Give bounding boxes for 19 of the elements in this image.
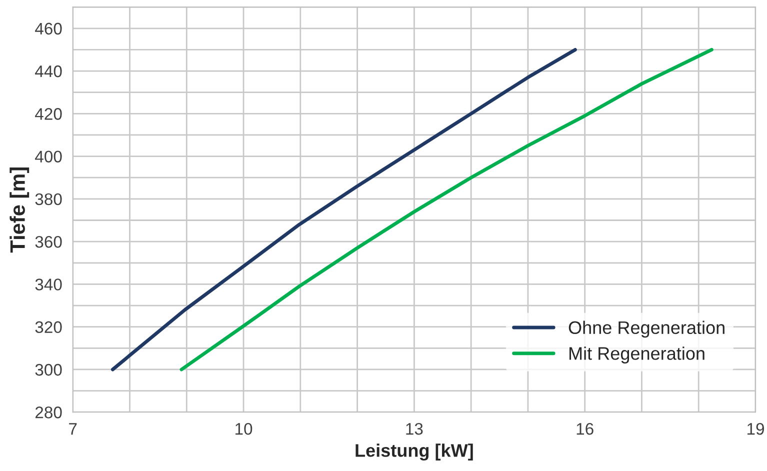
- y-tick-label: 300: [35, 364, 62, 376]
- y-tick-label: 320: [35, 321, 62, 334]
- x-tick-label: 10: [236, 422, 252, 435]
- y-tick-label: 400: [35, 150, 62, 162]
- y-axis-title: Tiefe [m]: [10, 168, 30, 253]
- x-tick-label: 13: [406, 422, 423, 435]
- y-tick-label: 380: [35, 193, 62, 206]
- legend-label: Ohne Regeneration: [568, 320, 724, 338]
- y-tick-label: 340: [35, 278, 62, 290]
- y-tick-label: 360: [35, 236, 62, 248]
- x-tick-label: 7: [69, 423, 77, 435]
- y-tick-label: 440: [35, 65, 62, 78]
- y-tick-label: 460: [35, 22, 62, 35]
- y-tick-label: 280: [35, 406, 62, 418]
- x-tick-label: 19: [748, 422, 764, 435]
- x-tick-label: 16: [576, 422, 594, 435]
- y-tick-label: 420: [35, 108, 62, 120]
- legend-label: Mit Regeneration: [569, 346, 704, 364]
- x-axis-title: Leistung [kW]: [356, 444, 473, 461]
